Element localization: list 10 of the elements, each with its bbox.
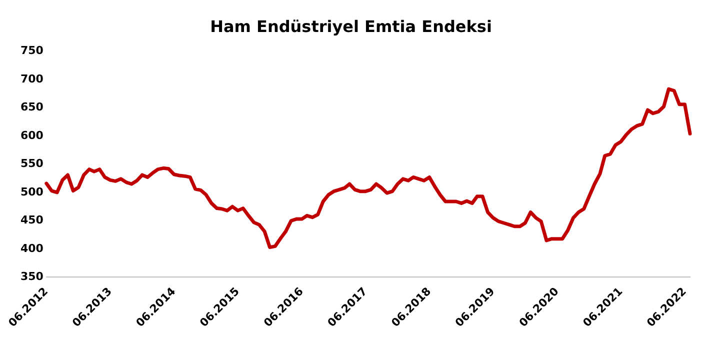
y-tick-label: 750 bbox=[20, 44, 44, 58]
y-tick-label: 450 bbox=[20, 214, 44, 227]
y-tick-label: 350 bbox=[20, 270, 44, 284]
y-tick-label: 650 bbox=[20, 100, 44, 114]
y-tick-label: 700 bbox=[20, 72, 44, 86]
y-tick-label: 400 bbox=[20, 242, 44, 255]
chart-title: Ham Endüstriyel Emtia Endeksi bbox=[210, 16, 492, 36]
y-tick-label: 500 bbox=[20, 185, 44, 198]
y-tick-label: 600 bbox=[20, 128, 44, 142]
y-tick-label: 550 bbox=[20, 157, 44, 170]
